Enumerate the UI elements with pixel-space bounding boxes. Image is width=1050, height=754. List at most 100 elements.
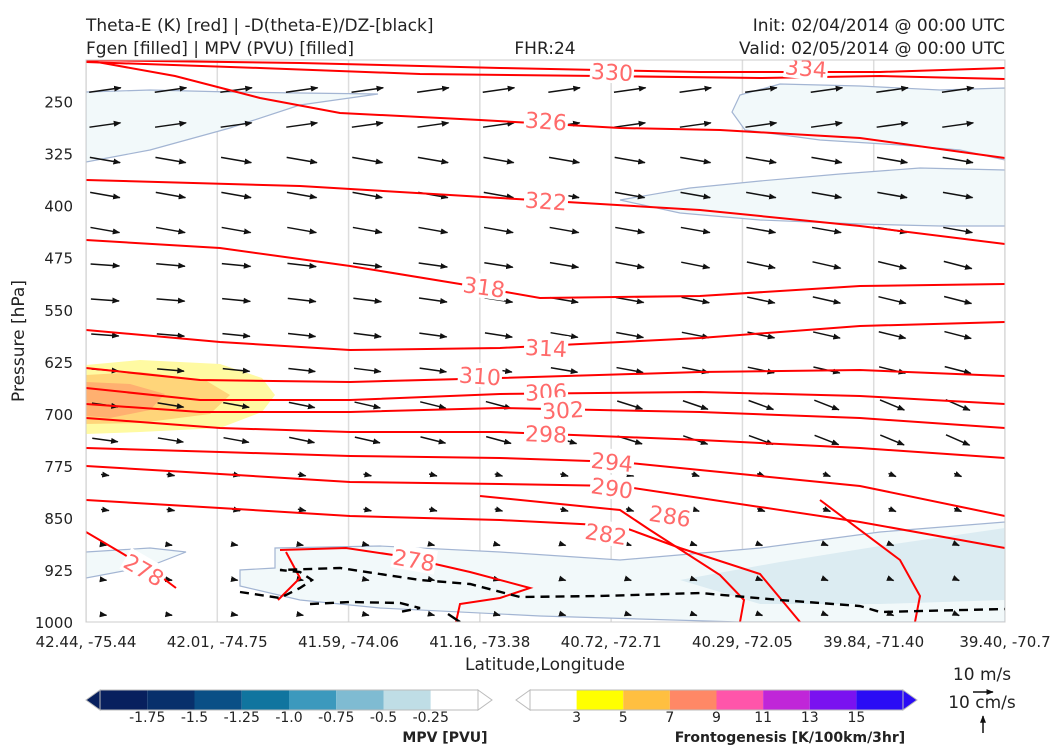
mpv-colorbar-extend-high: [478, 690, 492, 710]
wind-vector: [1010, 296, 1037, 303]
wind-vector: [366, 580, 369, 581]
wind-vector: [760, 544, 763, 545]
wind-reference-key: 10 m/s 10 cm/s: [948, 665, 1016, 733]
wind-vector: [1008, 157, 1038, 162]
contour-label-text: 326: [524, 109, 568, 137]
fgen-colorbar-segment: [810, 690, 857, 710]
contour-label: 314: [523, 334, 568, 363]
fgen-colorbar-segment: [670, 690, 717, 710]
wind-vector: [628, 615, 631, 616]
y-tick-label: 325: [44, 146, 73, 164]
wind-vector: [300, 580, 303, 581]
wind-reference-horizontal-label: 10 m/s: [953, 665, 1011, 685]
x-tick-label: 41.16, -73.38: [429, 633, 530, 651]
x-tick-label: 39.40, -70.7: [959, 633, 1050, 651]
mpv-colorbar-segment: [289, 690, 336, 710]
contour-label-text: 298: [525, 422, 568, 448]
wind-vector: [825, 614, 828, 615]
wind-vector: [235, 615, 238, 616]
fgen-colorbar-extend-low: [516, 690, 530, 710]
wind-vector: [300, 545, 303, 546]
y-tick-label: 550: [44, 302, 73, 320]
y-tick-label: 700: [44, 406, 73, 424]
fgen-colorbar-tick-label: 13: [801, 710, 819, 726]
y-tick-label: 625: [44, 354, 73, 372]
contour-label: 302: [540, 396, 585, 425]
fgen-colorbar-segment: [717, 690, 764, 710]
wind-vector: [1008, 88, 1040, 92]
mpv-colorbar-tick-label: -0.5: [370, 710, 397, 726]
wind-vector: [1012, 435, 1035, 446]
wind-vector: [366, 545, 369, 546]
mpv-colorbar-tick-label: -0.75: [318, 710, 354, 726]
y-tick-label: 850: [44, 510, 73, 528]
mpv-colorbar-segment: [100, 690, 147, 710]
wind-vector: [891, 544, 894, 545]
wind-vector: [1020, 473, 1027, 476]
wind-vector: [563, 615, 566, 616]
wind-vector: [891, 614, 894, 615]
wind-vector: [1010, 366, 1036, 373]
contour-label: 298: [524, 420, 569, 449]
y-tick-label: 475: [44, 250, 73, 268]
wind-vector: [694, 545, 697, 546]
mpv-colorbar-segment: [147, 690, 194, 710]
x-tick-label: 39.84, -71.40: [823, 633, 924, 651]
contour-label: 326: [523, 106, 569, 136]
contour-label-text: 334: [784, 55, 828, 84]
title-init-time: Init: 02/04/2014 @ 00:00 UTC: [753, 16, 1005, 36]
x-tick-label: 40.29, -72.05: [692, 633, 793, 651]
plot-area: 3343303263223183143103063022982942902862…: [86, 53, 1039, 622]
x-tick-label: 41.59, -74.06: [298, 633, 399, 651]
mpv-colorbar-segment: [384, 690, 431, 710]
fgen-colorbar-segment: [763, 690, 810, 710]
mpv-colorbar-tick-label: -1.0: [275, 710, 302, 726]
wind-vector: [694, 580, 697, 581]
mpv-colorbar-tick-label: -1.25: [224, 710, 260, 726]
y-tick-label: 250: [44, 94, 73, 112]
mpv-colorbar-segment: [242, 690, 289, 710]
wind-vector: [628, 545, 631, 546]
wind-vector: [694, 615, 697, 616]
y-tick-label: 925: [44, 562, 73, 580]
fgen-colorbar-tick-label: 7: [665, 710, 674, 726]
wind-vector: [1020, 508, 1027, 511]
wind-vector: [300, 615, 303, 616]
contour-label-text: 310: [458, 364, 502, 392]
wind-vector: [628, 580, 631, 581]
fgen-colorbar-tick-label: 15: [847, 710, 865, 726]
fgen-colorbar-segment: [530, 690, 577, 710]
wind-vector: [432, 545, 435, 546]
y-axis-label: Pressure [hPa]: [9, 280, 29, 402]
wind-vector: [432, 615, 435, 616]
wind-vector: [563, 580, 566, 581]
wind-vector: [760, 579, 763, 580]
mpv-colorbar-label: MPV [PVU]: [402, 730, 487, 746]
fgen-colorbar-tick-label: 11: [754, 710, 772, 726]
y-tick-label: 775: [44, 458, 73, 476]
wind-vector: [1022, 614, 1025, 615]
wind-vector: [497, 615, 500, 616]
y-tick-label: 1000: [35, 614, 73, 632]
title-forecast-hour: FHR:24: [514, 39, 575, 59]
fgen-colorbar-label: Frontogenesis [K/100km/3hr]: [675, 730, 905, 746]
fgen-colorbar-extend-high: [903, 690, 917, 710]
mpv-colorbar: -1.75-1.5-1.25-1.0-0.75-0.5-0.25: [86, 690, 492, 726]
mpv-colorbar-tick-label: -0.25: [413, 710, 449, 726]
contour-label-text: 302: [541, 398, 584, 425]
wind-vector: [497, 545, 500, 546]
wind-vector: [563, 545, 566, 546]
x-tick-label: 40.72, -72.71: [561, 633, 662, 651]
wind-vector: [825, 579, 828, 580]
fgen-colorbar-segment: [623, 690, 670, 710]
fgen-colorbar-tick-label: 5: [619, 710, 628, 726]
wind-vector: [1009, 192, 1039, 197]
wind-vector: [366, 615, 369, 616]
mpv-colorbar-tick-label: -1.5: [181, 710, 208, 726]
title-left-line1: Theta-E (K) [red] | -D(theta-E)/DZ-[blac…: [85, 16, 434, 36]
wind-vector: [1022, 544, 1025, 545]
wind-vector: [235, 545, 238, 546]
